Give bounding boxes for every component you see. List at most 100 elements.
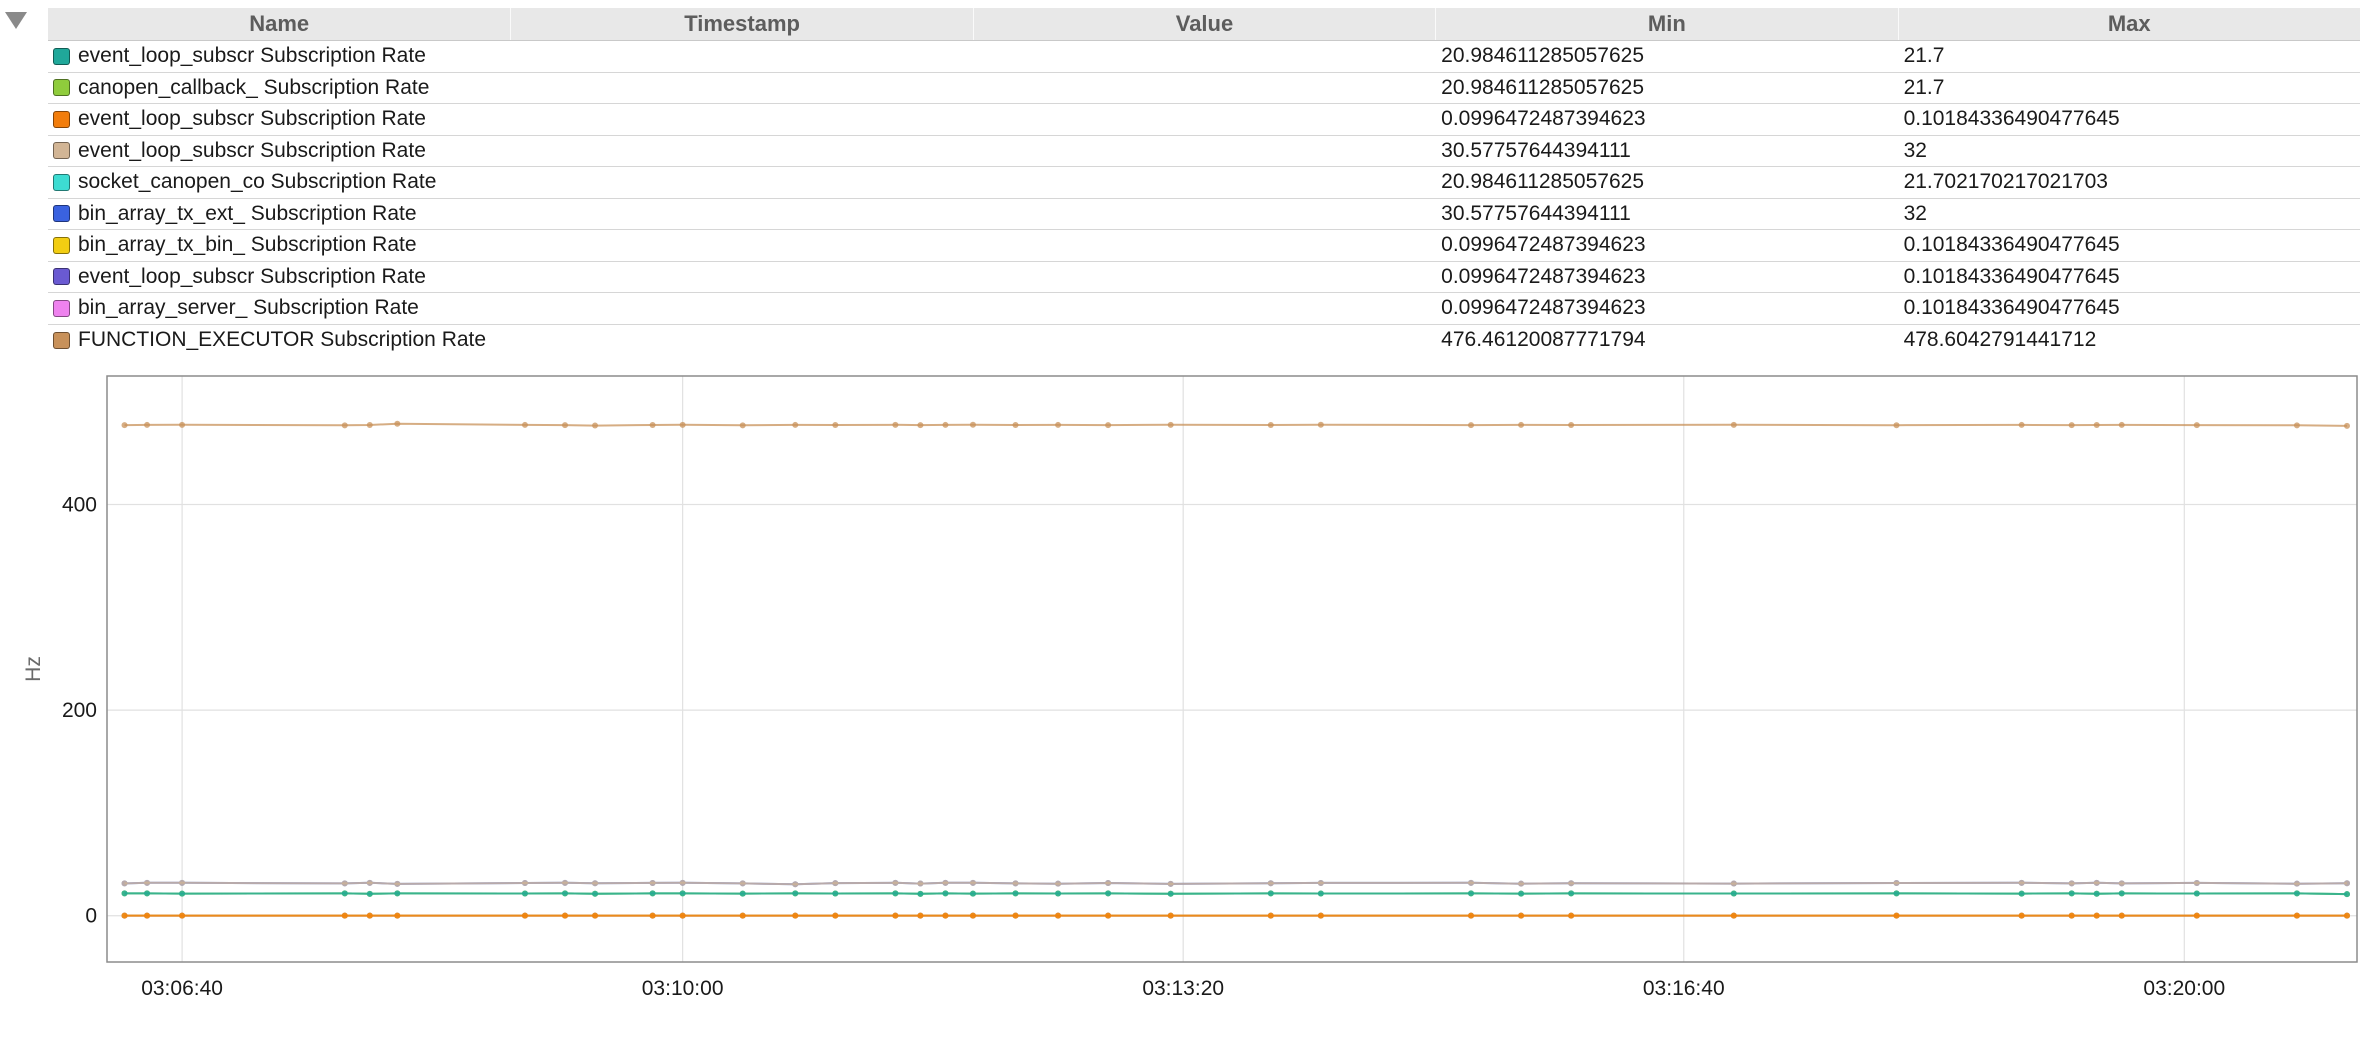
series-point [2293, 912, 2300, 919]
row-max-cell: 21.702170217021703 [1903, 170, 2108, 193]
series-color-swatch[interactable] [53, 205, 70, 223]
row-name-cell: FUNCTION_EXECUTOR Subscription Rate [48, 325, 510, 357]
row-min-cell: 0.0996472487394623 [1441, 107, 1646, 130]
series-point [1105, 912, 1112, 919]
series-point [562, 890, 569, 897]
series-point [179, 421, 186, 428]
row-max-cell: 0.10184336490477645 [1903, 107, 2120, 130]
table-row[interactable]: bin_array_tx_ext_ Subscription Rate 30.57… [48, 199, 2360, 230]
series-color-swatch[interactable] [53, 142, 70, 160]
table-row[interactable]: event_loop_subscr Subscription Rate 0.099… [48, 104, 2360, 136]
series-point [592, 880, 599, 887]
row-min-cell: 20.984611285057625 [1441, 75, 1644, 99]
column-header-max[interactable]: Max [1897, 8, 2360, 40]
column-header-name[interactable]: Name [249, 11, 310, 36]
row-name-cell: event_loop_subscr Subscription Rate [48, 104, 510, 135]
table-row[interactable]: FUNCTION_EXECUTOR Subscription Rate 476.4… [48, 325, 2360, 357]
collapse-triangle-icon[interactable] [5, 12, 27, 29]
series-point [1012, 880, 1019, 887]
series-point [2068, 890, 2075, 897]
row-name-cell: bin_array_tx_bin_ Subscription Rate [48, 230, 510, 261]
y-axis-title: Hz [22, 656, 45, 682]
table-row[interactable]: bin_array_server_ Subscription Rate 0.099… [48, 293, 2360, 325]
series-point [649, 879, 656, 886]
row-max-cell: 32 [1903, 138, 1927, 162]
series-point [679, 421, 686, 428]
series-point [341, 880, 348, 887]
series-color-swatch[interactable] [53, 110, 70, 128]
series-point [969, 879, 976, 886]
series-point [1568, 890, 1575, 897]
series-point [942, 421, 949, 428]
series-point [2068, 880, 2075, 887]
series-point [1468, 890, 1475, 897]
series-color-swatch[interactable] [53, 47, 70, 65]
row-max-cell: 0.10184336490477645 [1903, 233, 2120, 256]
series-point [521, 880, 528, 887]
series-point [739, 880, 746, 887]
series-point [2118, 880, 2125, 887]
series-color-swatch[interactable] [53, 236, 70, 254]
series-point [121, 890, 128, 897]
series-point [739, 890, 746, 897]
series-point [679, 890, 686, 897]
series-point [2293, 422, 2300, 429]
series-point [2193, 422, 2200, 429]
series-point [1167, 421, 1174, 428]
table-header: Name Timestamp Value Min Max [48, 8, 2360, 41]
series-color-swatch[interactable] [53, 268, 70, 286]
series-name-label: socket_canopen_co Subscription Rate [78, 170, 437, 194]
series-point [521, 912, 528, 919]
table-row[interactable]: event_loop_subscr Subscription Rate 0.099… [48, 262, 2360, 293]
series-color-swatch[interactable] [53, 331, 70, 349]
series-point [1167, 912, 1174, 919]
series-point [2093, 422, 2100, 429]
table-row[interactable]: canopen_callback_ Subscription Rate 20.98… [48, 73, 2360, 104]
series-color-swatch[interactable] [53, 173, 70, 191]
y-tick-label: 0 [85, 905, 97, 928]
series-point [892, 879, 899, 886]
y-tick-label: 200 [62, 699, 97, 722]
series-point [2193, 879, 2200, 886]
series-point [892, 912, 899, 919]
series-point [2293, 880, 2300, 887]
row-min-cell: 30.57757644394111 [1441, 138, 1631, 162]
series-point [917, 880, 924, 887]
table-row[interactable]: event_loop_subscr Subscription Rate 20.98… [48, 41, 2360, 73]
x-tick-label: 03:16:40 [1643, 977, 1725, 1000]
table-row[interactable]: bin_array_tx_bin_ Subscription Rate 0.099… [48, 230, 2360, 262]
row-min-cell: 476.46120087771794 [1441, 327, 1646, 351]
series-color-swatch[interactable] [53, 299, 70, 317]
series-point [1317, 421, 1324, 428]
series-point [1730, 890, 1737, 897]
column-header-min[interactable]: Min [1435, 8, 1897, 40]
series-point [2068, 422, 2075, 429]
column-header-timestamp[interactable]: Timestamp [510, 8, 972, 40]
column-header-value[interactable]: Value [972, 8, 1435, 40]
table-row[interactable]: event_loop_subscr Subscription Rate 30.57… [48, 136, 2360, 167]
series-point [1012, 890, 1019, 897]
series-point [792, 890, 799, 897]
series-name-label: event_loop_subscr Subscription Rate [78, 264, 426, 288]
x-tick-label: 03:20:00 [2143, 977, 2225, 1000]
series-point [792, 912, 799, 919]
series-point [917, 422, 924, 429]
series-point [341, 912, 348, 919]
row-max-cell: 21.7 [1903, 75, 1945, 99]
series-point [144, 421, 151, 428]
series-point [2118, 890, 2125, 897]
row-name-cell: event_loop_subscr Subscription Rate [48, 136, 510, 167]
x-tick-label: 03:13:20 [1142, 977, 1224, 1000]
table-row[interactable]: socket_canopen_co Subscription Rate 20.98… [48, 167, 2360, 199]
series-point [832, 880, 839, 887]
series-point [521, 890, 528, 897]
series-point [1012, 422, 1019, 429]
series-color-swatch[interactable] [53, 79, 70, 97]
series-point [917, 912, 924, 919]
series-point [1518, 890, 1525, 897]
series-point [1105, 422, 1112, 429]
series-point [1267, 880, 1274, 887]
series-point [679, 879, 686, 886]
series-name-label: bin_array_tx_bin_ Subscription Rate [78, 233, 417, 257]
